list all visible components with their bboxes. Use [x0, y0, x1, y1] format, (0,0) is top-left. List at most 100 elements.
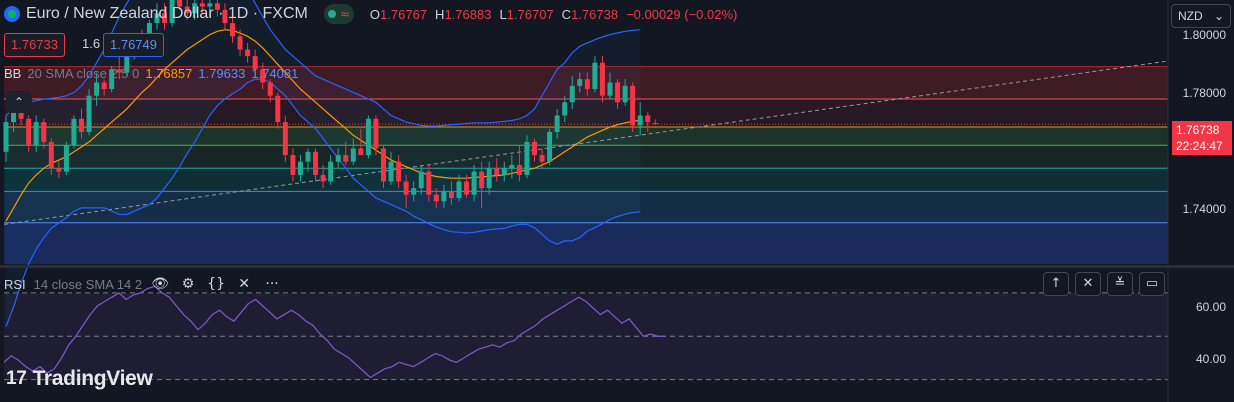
candle-body: [381, 148, 386, 182]
candle-body: [539, 155, 545, 162]
candle-body: [48, 141, 54, 169]
candle-body: [577, 79, 583, 86]
bb-legend-params: 20 SMA close 2.5 0: [27, 66, 140, 81]
candle-body: [584, 79, 590, 90]
candle-body: [207, 3, 213, 7]
candle-body: [622, 85, 628, 103]
collapse-pane-button[interactable]: ≚: [1107, 272, 1133, 296]
currency-selector[interactable]: NZD ⌄: [1171, 4, 1231, 28]
candle-body: [214, 3, 220, 10]
eye-icon[interactable]: 👁: [151, 276, 169, 292]
bb-basis-value: 1.76857: [145, 66, 193, 81]
candle-body: [199, 3, 205, 7]
pane-toolbar: ↑ ✕ ≚ ▭: [1043, 272, 1165, 296]
candle-body: [71, 118, 77, 146]
bb-lower-value: 1.74081: [251, 66, 299, 81]
close-icon[interactable]: ✕: [238, 276, 250, 292]
candle-body: [245, 49, 251, 57]
candle-body: [652, 123, 658, 125]
chevron-up-icon: ⌃: [13, 95, 25, 109]
candle-body: [418, 171, 424, 189]
sell-price-button[interactable]: 1.76733: [4, 33, 65, 57]
candle-body: [592, 62, 598, 90]
candle-body: [63, 145, 69, 172]
ohlc-close-value: 1.76738: [571, 6, 619, 22]
rsi-axis-label: 60.00: [1195, 300, 1226, 314]
pane-separator: [0, 265, 1234, 268]
bb-lower-line: [5, 78, 641, 327]
candle-body: [313, 151, 319, 175]
symbol-title[interactable]: Euro / New Zealand Dollar · 1D · FXCM: [26, 5, 308, 22]
candle-body: [532, 141, 537, 156]
bb-basis-line: [5, 29, 641, 222]
wave-icon: ≈: [339, 7, 350, 21]
candle-body: [607, 82, 613, 96]
candle-body: [116, 69, 122, 73]
market-status-pill[interactable]: ≈: [323, 4, 354, 24]
rsi-axis-label: 40.00: [1195, 352, 1226, 366]
candle-body: [109, 69, 115, 90]
price-axis-label: 1.74000: [1182, 202, 1226, 216]
candle-body: [501, 168, 507, 175]
candle-body: [169, 0, 175, 24]
candle-body: [328, 161, 334, 182]
candle-body: [448, 191, 454, 198]
rsi-legend-name: RSI: [4, 276, 26, 292]
rsi-legend[interactable]: RSI 14 close SMA 14 2 👁 ⚙ {} ✕ ···: [4, 275, 282, 293]
candle-body: [569, 85, 575, 103]
candle-body: [41, 122, 47, 142]
delete-pane-button[interactable]: ✕: [1075, 272, 1101, 296]
candle-body: [124, 52, 130, 73]
ohlc-close-label: C: [561, 6, 572, 22]
candle-body: [441, 191, 447, 202]
bar-countdown: 22:24:47: [1176, 139, 1223, 153]
candle-body: [516, 165, 522, 175]
candle-body: [335, 155, 341, 162]
maximize-pane-button[interactable]: ▭: [1139, 272, 1165, 296]
rsi-line: [3, 285, 665, 379]
candle-body: [403, 181, 409, 195]
bb-background: [6, 0, 641, 327]
candle-body: [554, 115, 560, 132]
candle-body: [237, 36, 243, 50]
candle-body: [388, 161, 394, 182]
more-icon[interactable]: ···: [265, 276, 279, 292]
price-zone: [4, 127, 1168, 146]
move-pane-up-button[interactable]: ↑: [1043, 272, 1069, 296]
candle-body: [365, 118, 371, 156]
candle-body: [547, 132, 553, 162]
candle-body: [433, 194, 439, 202]
tradingview-wordmark: TradingView: [32, 367, 153, 390]
tradingview-logo[interactable]: 17 TradingView: [6, 367, 153, 391]
bb-legend[interactable]: BB 20 SMA close 2.5 0 1.76857 1.79633 1.…: [4, 66, 298, 81]
current-price-label: 1.76738 22:24:47: [1172, 121, 1232, 155]
currency-value: NZD: [1178, 9, 1203, 23]
candle-body: [350, 148, 356, 162]
source-code-icon[interactable]: {}: [207, 276, 225, 292]
buy-price-button[interactable]: 1.76749: [103, 33, 164, 57]
collapse-legend-button[interactable]: ⌃: [6, 91, 32, 113]
candle-body: [252, 56, 258, 70]
candle-body: [494, 168, 500, 175]
candle-body: [486, 168, 492, 189]
candle-body: [343, 155, 349, 162]
candles: [3, 0, 658, 208]
candle-body: [358, 148, 364, 156]
price-zone: [4, 99, 1168, 128]
gear-icon[interactable]: ⚙: [181, 276, 195, 292]
candle-body: [479, 171, 485, 189]
bb-legend-name: BB: [4, 66, 22, 81]
candle-body: [94, 82, 100, 96]
symbol-header: Euro / New Zealand Dollar · 1D · FXCM ≈ …: [4, 4, 737, 24]
current-price-value: 1.76738: [1176, 123, 1220, 137]
candle-body: [177, 0, 183, 7]
candle-body: [101, 82, 107, 90]
candle-body: [86, 95, 92, 132]
candle-body: [267, 82, 273, 96]
candle-body: [11, 108, 17, 123]
candle-body: [509, 165, 515, 169]
symbol-flag-icon: [4, 6, 20, 22]
candle-body: [630, 85, 636, 126]
candle-body: [426, 171, 432, 195]
